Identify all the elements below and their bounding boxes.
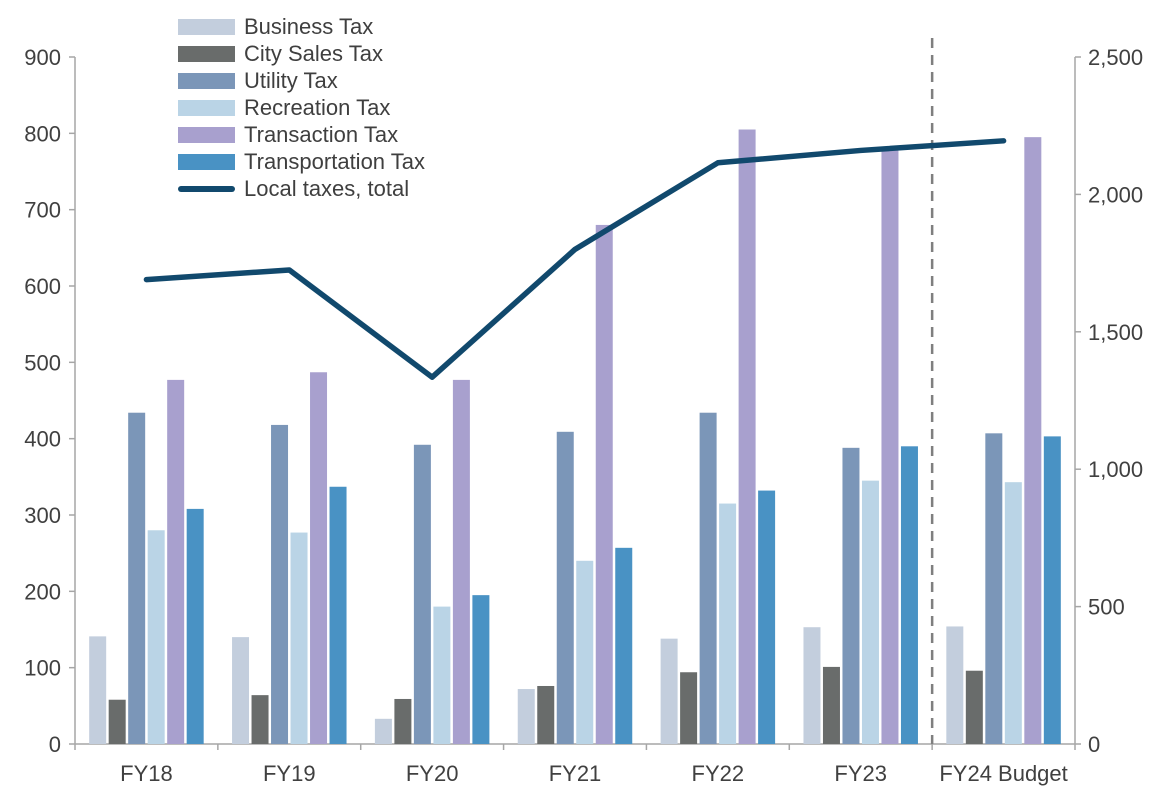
left-axis-tick-label: 100	[24, 656, 61, 681]
bar	[290, 532, 308, 744]
bar-series	[186, 436, 1061, 744]
bar	[310, 372, 328, 744]
bar	[537, 685, 555, 744]
bar	[595, 224, 613, 744]
legend-label: Transportation Tax	[244, 148, 425, 174]
chart-legend: Business Tax City Sales Tax Utility Tax Rec…	[178, 13, 425, 202]
x-axis-category-label: FY19	[263, 761, 316, 786]
x-axis-category-label: FY24 Budget	[939, 761, 1067, 786]
legend-label: Recreation Tax	[244, 94, 391, 120]
legend-item: Recreation Tax	[178, 94, 425, 121]
legend-swatch	[178, 126, 235, 143]
bar	[167, 379, 185, 744]
bar-series	[147, 480, 1022, 744]
bar	[413, 444, 431, 744]
x-axis-category-label: FY23	[834, 761, 887, 786]
x-axis-category-label: FY22	[692, 761, 745, 786]
bar	[660, 638, 678, 744]
bar	[433, 606, 451, 744]
bar	[861, 480, 879, 744]
bar	[965, 670, 983, 744]
left-axis-tick-label: 500	[24, 350, 61, 375]
legend-item: Transaction Tax	[178, 121, 425, 148]
bar	[517, 689, 535, 744]
legend-label: Transaction Tax	[244, 121, 399, 147]
left-axis-tick-label: 400	[24, 427, 61, 452]
bar	[128, 412, 146, 744]
legend-item: Utility Tax	[178, 67, 425, 94]
legend-swatch	[178, 153, 235, 170]
right-axis-tick-label: 1,500	[1088, 320, 1143, 345]
legend-label: Utility Tax	[244, 67, 338, 93]
bar	[699, 412, 717, 744]
bar	[881, 147, 899, 744]
right-axis-tick-label: 2,000	[1088, 182, 1143, 207]
bar	[803, 627, 821, 744]
x-axis-category-label: FY18	[120, 761, 173, 786]
bar-series-group	[89, 129, 1061, 744]
left-axis-tick-label: 0	[49, 732, 61, 757]
legend-swatch	[178, 45, 235, 62]
legend-label: Local taxes, total	[244, 175, 410, 201]
left-axis-tick-label: 700	[24, 198, 61, 223]
bar	[758, 490, 776, 744]
bar	[615, 547, 633, 744]
local-taxes-total-line	[143, 138, 1007, 380]
bar	[271, 424, 289, 744]
legend-label: Business Tax	[244, 13, 374, 39]
right-axis-tick-label: 500	[1088, 595, 1125, 620]
legend-line-swatch	[178, 185, 235, 192]
bar	[1043, 436, 1061, 744]
bar	[108, 699, 126, 744]
legend-item: Local taxes, total	[178, 175, 425, 202]
legend-label: City Sales Tax	[244, 40, 383, 66]
left-axis-tick-label: 900	[24, 45, 61, 70]
bar	[556, 431, 574, 744]
bar	[147, 530, 165, 744]
legend-item: City Sales Tax	[178, 40, 425, 67]
bar	[329, 486, 347, 744]
bar	[900, 446, 918, 744]
bar	[472, 595, 490, 744]
bar	[1024, 137, 1042, 744]
bar	[719, 503, 737, 744]
bar	[232, 637, 250, 744]
bar	[680, 672, 698, 744]
left-axis-tick-label: 200	[24, 579, 61, 604]
right-axis-tick-label: 1,000	[1088, 457, 1143, 482]
bar	[738, 129, 756, 744]
bar	[374, 718, 392, 744]
bar-series	[89, 626, 964, 744]
bar	[842, 447, 860, 744]
legend-swatch	[178, 72, 235, 89]
legend-item: Business Tax	[178, 13, 425, 40]
legend-swatch	[178, 99, 235, 116]
axis-labels: 0 100 200 300 400 500 600 700 800 900 0 500 1,000 1,5…	[24, 45, 1143, 786]
legend-item: Transportation Tax	[178, 148, 425, 175]
right-axis-tick-label: 2,500	[1088, 45, 1143, 70]
left-axis-tick-label: 300	[24, 503, 61, 528]
right-axis-tick-label: 0	[1088, 732, 1100, 757]
legend-swatch	[178, 18, 235, 35]
bar-series	[167, 129, 1042, 744]
bar	[1004, 482, 1022, 744]
bar	[946, 626, 964, 744]
bar	[822, 666, 840, 744]
bar	[452, 379, 470, 744]
bar	[186, 508, 204, 744]
bar	[394, 698, 412, 744]
bar	[89, 636, 107, 744]
x-axis-category-label: FY21	[549, 761, 602, 786]
bar-series	[108, 666, 983, 744]
bar	[985, 433, 1003, 744]
x-axis-category-label: FY20	[406, 761, 459, 786]
left-axis-tick-label: 800	[24, 121, 61, 146]
bar-series	[128, 412, 1003, 744]
bar	[576, 560, 594, 744]
bar	[251, 695, 269, 744]
left-axis-tick-label: 600	[24, 274, 61, 299]
